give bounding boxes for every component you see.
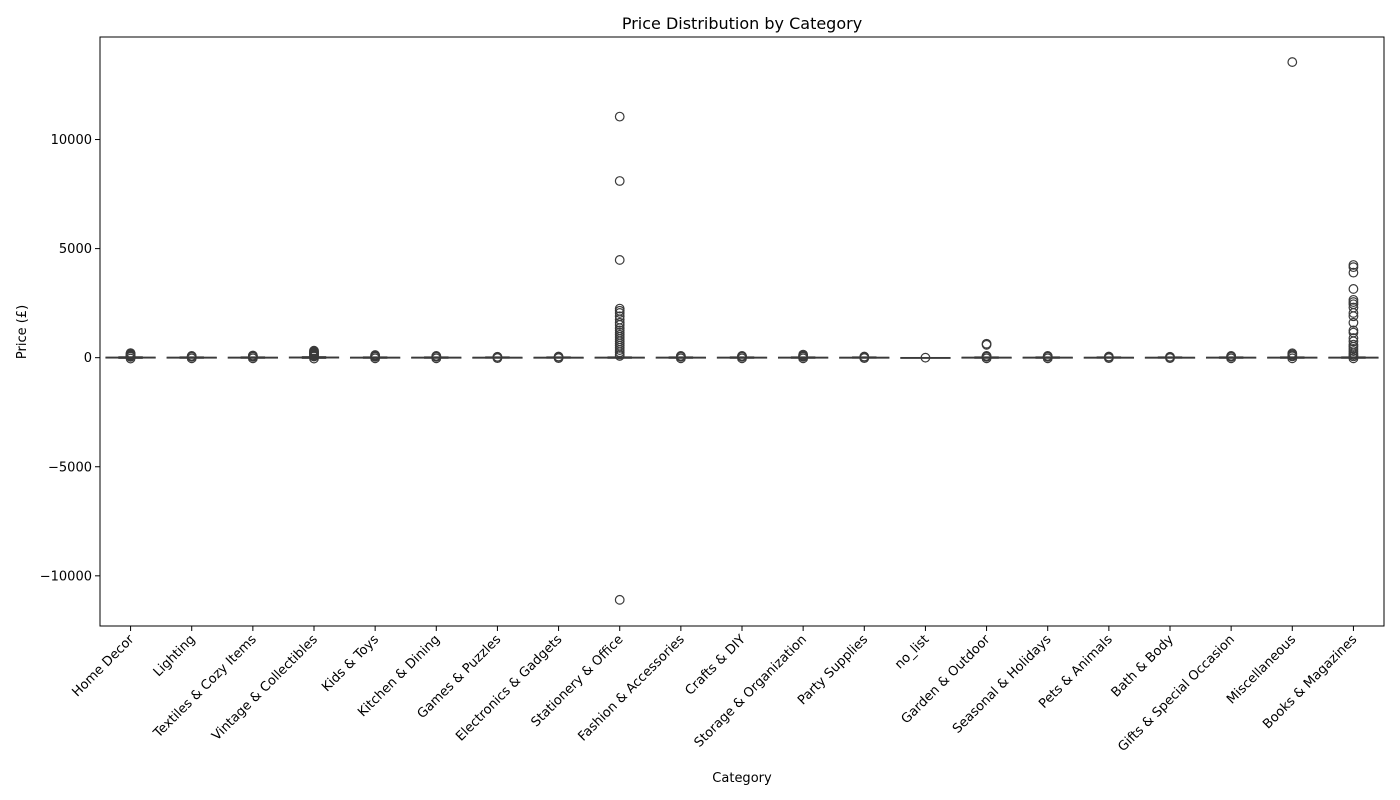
outlier-point <box>920 352 931 363</box>
outlier-point <box>309 345 319 356</box>
box-13 <box>900 352 951 363</box>
outlier-point <box>1348 311 1359 322</box>
box-3 <box>288 345 340 364</box>
outlier-point <box>1042 351 1053 361</box>
y-tick-label: −5000 <box>48 460 92 475</box>
chart-title: Price Distribution by Category <box>622 14 862 33</box>
box-0 <box>105 348 156 364</box>
x-tick-label: Gifts & Special Occasion <box>1115 632 1238 755</box>
outlier-point <box>1348 336 1359 347</box>
box-2 <box>227 350 279 364</box>
outlier-point <box>309 353 319 364</box>
outlier-point <box>370 350 381 360</box>
outlier-point <box>1348 284 1359 294</box>
outlier-point <box>125 353 136 364</box>
x-tick-label: Textiles & Cozy Items <box>150 632 260 742</box>
outlier-point <box>1348 262 1359 273</box>
y-tick-label: −10000 <box>40 569 92 584</box>
outlier-point <box>614 351 625 361</box>
outlier-point <box>370 353 381 364</box>
box-11 <box>777 349 829 364</box>
outlier-point <box>614 111 625 122</box>
outlier-point <box>1287 353 1298 364</box>
x-axis-label: Category <box>712 771 772 786</box>
outlier-point <box>125 348 136 358</box>
box-20 <box>1328 260 1379 364</box>
outlier-point <box>1042 353 1053 364</box>
outlier-point <box>186 351 197 361</box>
outlier-point <box>614 594 625 605</box>
outlier-point <box>737 353 747 364</box>
box-14 <box>961 338 1012 364</box>
x-tick-label: no_list <box>892 632 932 672</box>
outlier-point <box>492 353 503 364</box>
x-tick-label: Lighting <box>151 632 199 680</box>
outlier-point <box>614 255 625 265</box>
box-7 <box>533 351 584 364</box>
y-tick-label: 5000 <box>59 242 92 257</box>
outlier-point <box>614 320 625 330</box>
plot-area <box>105 57 1379 605</box>
outlier-point <box>859 353 870 364</box>
outlier-point <box>186 353 197 364</box>
box-4 <box>349 350 401 364</box>
box-10 <box>716 351 768 364</box>
outlier-point <box>981 353 992 364</box>
x-tick-label: Fashion & Accessories <box>575 632 687 744</box>
x-tick-label: Bath & Body <box>1109 632 1177 700</box>
box-6 <box>472 351 523 364</box>
y-tick-label: 0 <box>84 351 92 366</box>
box-8 <box>594 111 645 605</box>
outlier-point <box>798 349 809 360</box>
box-5 <box>411 351 462 364</box>
outlier-point <box>1287 57 1298 67</box>
box-17 <box>1144 351 1196 364</box>
x-tick-label: Home Decor <box>70 632 138 700</box>
x-tick-label: Crafts & DIY <box>683 632 749 698</box>
box-19 <box>1267 57 1318 364</box>
y-axis: −10000 −5000 0 5000 10000 <box>40 133 100 584</box>
box-18 <box>1205 351 1257 364</box>
plot-frame <box>99 36 1385 627</box>
box-1 <box>166 351 217 364</box>
x-tick-label: Vintage & Collectibles <box>209 632 321 744</box>
box-12 <box>839 351 890 364</box>
outlier-point <box>1348 317 1359 328</box>
outlier-point <box>247 350 258 361</box>
x-tick-label: Storage & Organization <box>692 632 810 750</box>
outlier-point <box>1165 353 1175 364</box>
x-tick-label: Kids & Toys <box>319 632 382 695</box>
y-axis-label: Price (£) <box>15 305 30 359</box>
outlier-point <box>737 351 747 361</box>
outlier-point <box>1348 267 1359 278</box>
outlier-point <box>431 351 442 361</box>
outlier-point <box>981 351 992 361</box>
box-16 <box>1083 351 1135 364</box>
outlier-point <box>614 308 625 318</box>
outlier-point <box>798 353 809 364</box>
box-15 <box>1022 351 1073 364</box>
outlier-point <box>675 353 686 364</box>
outlier-point <box>247 353 258 364</box>
outlier-point <box>1348 353 1359 364</box>
x-tick-label: Seasonal & Holidays <box>950 632 1055 737</box>
outlier-point <box>981 339 992 350</box>
y-tick-label: 10000 <box>51 133 92 148</box>
outlier-point <box>1103 353 1114 364</box>
outlier-point <box>614 176 625 186</box>
box-9 <box>655 351 707 364</box>
outlier-point <box>431 353 442 364</box>
outlier-point <box>553 353 564 364</box>
outlier-point <box>675 351 686 361</box>
outlier-point <box>1226 351 1237 361</box>
x-tick-label: Electronics & Gadgets <box>453 632 565 744</box>
outlier-point <box>1226 353 1237 364</box>
outlier-point <box>1348 308 1359 318</box>
